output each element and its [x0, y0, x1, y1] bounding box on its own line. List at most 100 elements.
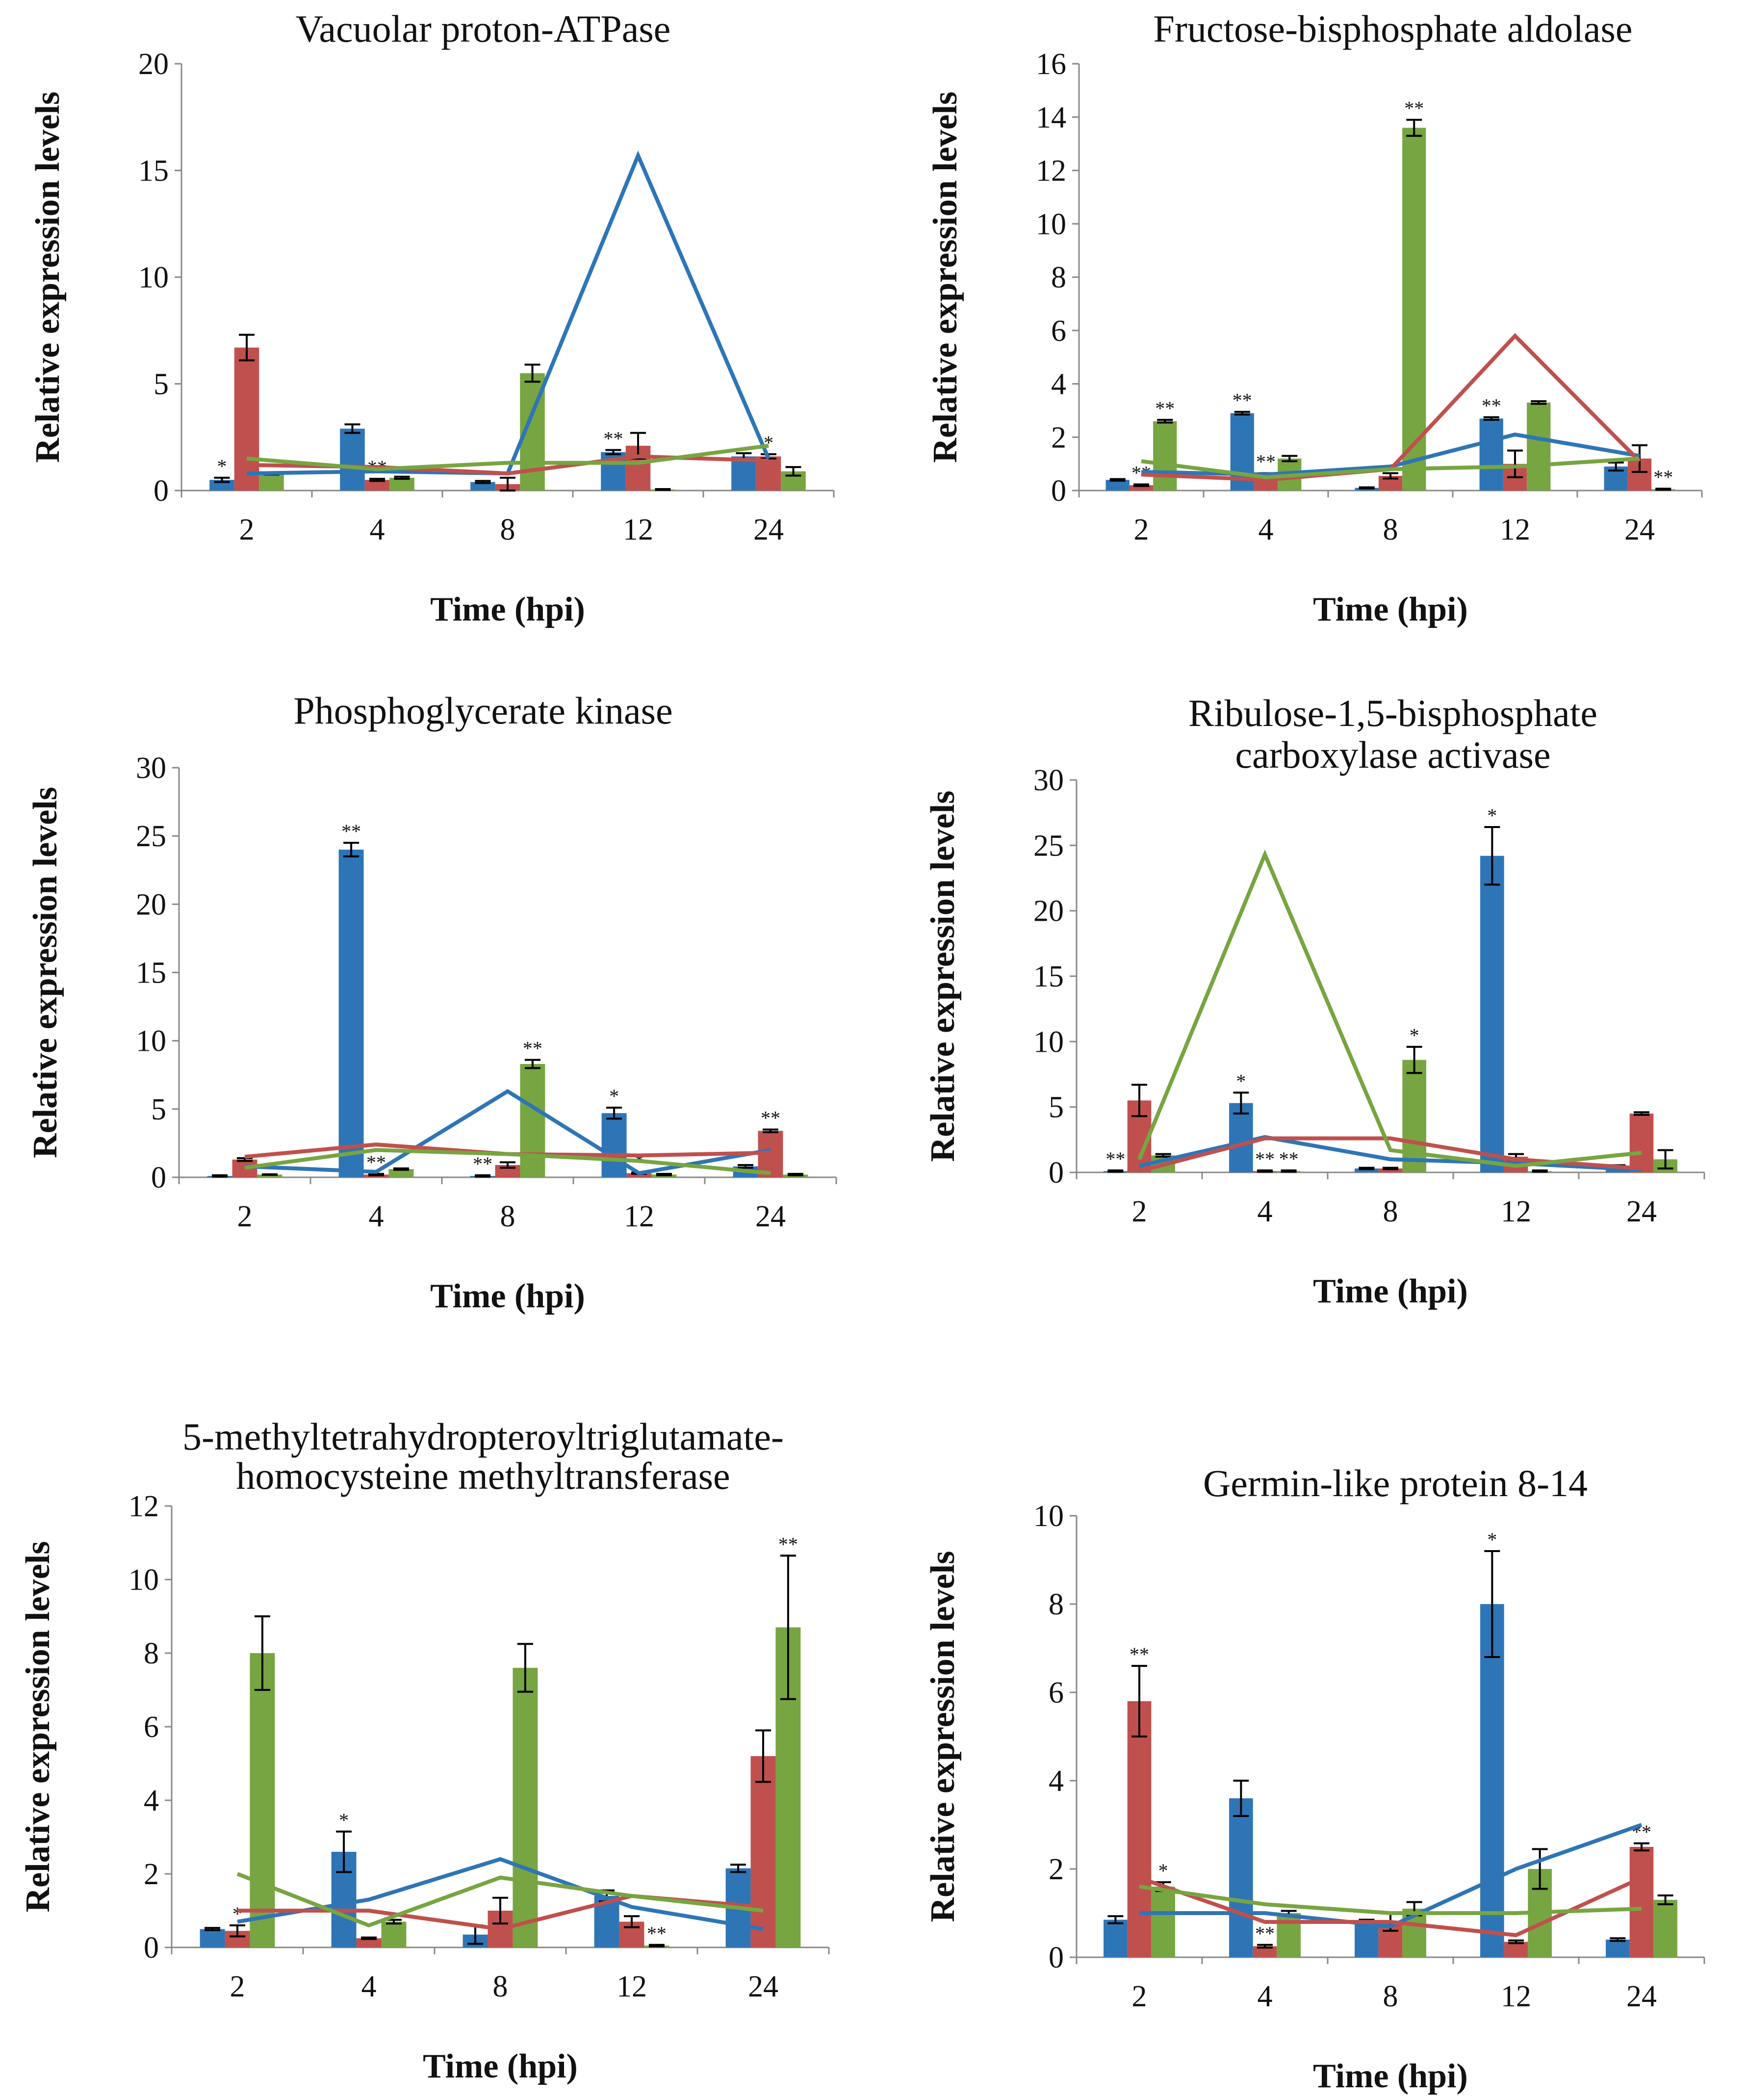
- y-tick-label: 4: [144, 1784, 159, 1817]
- significance-label: *: [1236, 1070, 1246, 1092]
- bar-green: [520, 1063, 545, 1177]
- y-tick-label: 10: [136, 1025, 166, 1058]
- y-tick-label: 15: [136, 957, 166, 990]
- y-tick-label: 4: [1051, 368, 1066, 401]
- bar-blue: [1479, 418, 1503, 491]
- significance-label: **: [523, 1037, 542, 1060]
- y-tick-label: 0: [1049, 1156, 1064, 1190]
- significance-label: **: [1404, 97, 1424, 119]
- y-tick-label: 25: [136, 820, 166, 853]
- y-tick-label: 0: [154, 474, 169, 508]
- bar-blue: [200, 1929, 225, 1947]
- x-tick-label: 12: [1501, 1980, 1531, 2013]
- significance-label: **: [1482, 394, 1501, 416]
- x-tick-label: 24: [1626, 1980, 1657, 2013]
- y-tick-label: 8: [1051, 261, 1066, 294]
- significance-label: *: [609, 1085, 619, 1107]
- y-tick-label: 20: [1033, 895, 1064, 928]
- line-green: [246, 443, 769, 471]
- line-blue: [244, 1089, 771, 1175]
- x-tick-label: 2: [1134, 513, 1149, 546]
- x-tick-label: 12: [617, 1970, 647, 2003]
- bar-blue: [1104, 1919, 1128, 1957]
- bar-green: [257, 1174, 283, 1177]
- bar-red: [234, 347, 259, 491]
- y-tick-label: 12: [128, 1490, 159, 1523]
- y-axis-label: Relative expression levels: [19, 1541, 57, 1913]
- significance-label: **: [1256, 451, 1276, 473]
- y-tick-label: 14: [1036, 101, 1066, 134]
- x-tick-label: 24: [753, 513, 784, 546]
- line-green: [1137, 849, 1642, 1168]
- bar-green: [1402, 128, 1426, 491]
- bar-green: [389, 477, 414, 491]
- significance-label: *: [217, 455, 227, 477]
- bar-green: [1653, 1900, 1677, 1957]
- significance-label: **: [1632, 1821, 1651, 1843]
- bar-green: [513, 1668, 538, 1947]
- chart-title: homocysteine methyltransferase: [236, 1454, 730, 1497]
- line-blue: [246, 150, 771, 476]
- x-tick-label: 2: [230, 1970, 245, 2003]
- significance-label: **: [341, 820, 361, 842]
- significance-label: **: [761, 1107, 780, 1129]
- chart-title: Ribulose-1,5-bisphosphate: [1188, 692, 1597, 734]
- y-axis-label: Relative expression levels: [924, 1551, 962, 1922]
- line-blue: [1139, 1135, 1642, 1172]
- x-tick-label: 4: [370, 513, 385, 546]
- x-tick-label: 2: [237, 1200, 253, 1233]
- significance-label: *: [1487, 804, 1497, 827]
- bar-blue: [1355, 1922, 1379, 1957]
- bar-green: [250, 1653, 275, 1947]
- y-tick-label: 30: [1033, 764, 1064, 797]
- x-tick-label: 12: [623, 513, 653, 546]
- bar-red: [1629, 1114, 1654, 1172]
- significance-label: **: [778, 1533, 798, 1555]
- line-green: [1139, 1885, 1642, 1915]
- y-tick-label: 2: [144, 1858, 159, 1891]
- chart-title: Phosphoglycerate kinase: [293, 689, 672, 732]
- significance-label: **: [1105, 1148, 1125, 1170]
- y-tick-label: 10: [1033, 1025, 1064, 1059]
- significance-label: *: [1158, 1860, 1168, 1882]
- bar-blue: [601, 1113, 627, 1177]
- x-tick-label: 24: [755, 1200, 786, 1233]
- bar-red: [1629, 1847, 1654, 1957]
- y-axis-label: Relative expression levels: [29, 92, 67, 463]
- significance-label: **: [1255, 1148, 1275, 1170]
- y-tick-label: 4: [1049, 1764, 1064, 1798]
- bar-green: [1527, 402, 1551, 491]
- line-blue: [1139, 1823, 1643, 1929]
- x-tick-label: 8: [493, 1970, 508, 2003]
- y-tick-label: 2: [1049, 1853, 1064, 1886]
- significance-label: *: [1487, 1529, 1497, 1551]
- y-tick-label: 20: [138, 48, 169, 81]
- x-tick-label: 4: [369, 1200, 384, 1233]
- x-tick-label: 24: [1624, 513, 1655, 546]
- bar-blue: [1606, 1940, 1630, 1957]
- y-tick-label: 10: [1033, 1500, 1064, 1533]
- y-tick-label: 0: [151, 1161, 166, 1194]
- bar-blue: [1229, 1103, 1253, 1172]
- x-tick-label: 12: [1500, 513, 1530, 546]
- y-tick-label: 6: [1049, 1676, 1064, 1710]
- y-tick-label: 30: [136, 752, 166, 785]
- bar-red: [626, 1173, 652, 1177]
- x-axis-label: Time (hpi): [430, 591, 585, 628]
- x-axis-label: Time (hpi): [1313, 591, 1468, 628]
- x-tick-label: 8: [1383, 1195, 1398, 1228]
- x-axis-label: Time (hpi): [1313, 2057, 1468, 2095]
- significance-label: **: [647, 1922, 667, 1944]
- y-tick-label: 16: [1036, 48, 1066, 81]
- chart-title: Germin-like protein 8-14: [1203, 1462, 1588, 1504]
- bar-red: [1378, 1168, 1403, 1172]
- bar-blue: [1355, 1168, 1379, 1172]
- chart-title: Fructose-bisphosphate aldolase: [1154, 7, 1633, 50]
- bar-green: [1151, 1887, 1175, 1957]
- significance-label: **: [1130, 1643, 1149, 1665]
- y-tick-label: 8: [1049, 1588, 1064, 1621]
- bar-red: [356, 1938, 382, 1947]
